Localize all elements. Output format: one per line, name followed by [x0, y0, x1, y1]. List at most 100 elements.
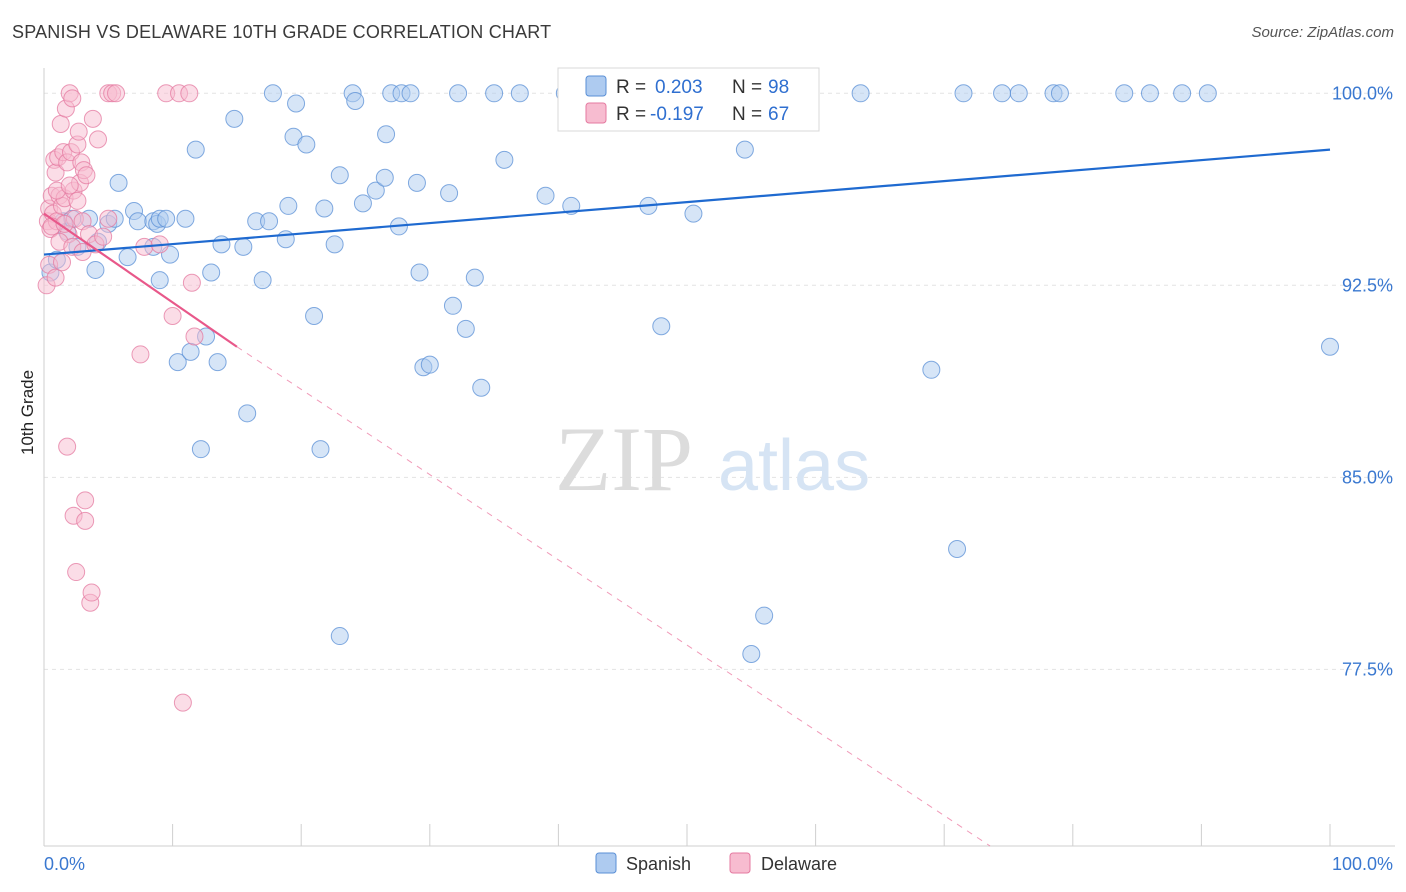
trend-lines — [43, 148, 1331, 847]
point-spanish — [1173, 84, 1192, 103]
point-delaware — [60, 176, 79, 195]
legend-r-value: -0.197 — [650, 104, 704, 125]
point-delaware — [94, 227, 113, 246]
point-spanish — [420, 355, 439, 374]
trend-line-spanish — [43, 148, 1331, 256]
point-spanish — [366, 181, 385, 200]
point-spanish — [353, 194, 372, 213]
point-delaware — [76, 491, 95, 510]
y-tick-label: 100.0% — [1332, 83, 1393, 103]
point-spanish — [375, 168, 394, 187]
point-spanish — [260, 212, 279, 231]
legend-n-label: N = — [732, 104, 762, 125]
point-spanish — [851, 84, 870, 103]
point-spanish — [922, 360, 941, 379]
bottom-legend-delaware: Delaware — [761, 854, 837, 874]
point-spanish — [168, 353, 187, 372]
point-spanish — [485, 84, 504, 103]
point-spanish — [186, 140, 205, 159]
point-spanish — [1321, 337, 1339, 356]
source-label: Source: ZipAtlas.com — [1251, 24, 1394, 41]
legend-r-value: 0.203 — [655, 77, 703, 98]
point-spanish — [279, 196, 298, 215]
point-delaware — [51, 115, 70, 134]
watermark-zip: ZIP — [555, 408, 693, 510]
point-spanish — [330, 627, 349, 646]
point-spanish — [377, 125, 396, 144]
point-spanish — [225, 109, 244, 128]
point-spanish — [410, 263, 429, 282]
point-delaware — [76, 511, 95, 530]
data-points — [37, 84, 1339, 712]
legend-swatch-delaware — [585, 102, 607, 124]
point-spanish — [191, 440, 210, 459]
chart-title: SPANISH VS DELAWARE 10TH GRADE CORRELATI… — [12, 22, 552, 42]
point-spanish — [305, 307, 324, 326]
y-tick-label: 77.5% — [1342, 659, 1393, 679]
point-spanish — [472, 378, 491, 397]
point-spanish — [735, 140, 754, 159]
point-spanish — [495, 150, 514, 169]
point-spanish — [150, 271, 169, 290]
point-spanish — [263, 84, 282, 103]
point-spanish — [109, 173, 128, 192]
point-delaware — [131, 345, 150, 364]
point-delaware — [185, 327, 204, 346]
point-spanish — [948, 540, 967, 559]
point-spanish — [325, 235, 344, 254]
point-spanish — [954, 84, 973, 103]
point-spanish — [440, 184, 459, 203]
point-spanish — [315, 199, 334, 218]
point-spanish — [443, 296, 462, 315]
legend-n-label: N = — [732, 77, 762, 98]
point-spanish — [128, 212, 147, 231]
point-delaware — [83, 109, 102, 128]
point-spanish — [684, 204, 703, 223]
point-spanish — [652, 317, 671, 336]
point-spanish — [1115, 84, 1134, 103]
x-tick-label: 0.0% — [44, 854, 85, 874]
point-spanish — [1140, 84, 1159, 103]
point-delaware — [99, 209, 118, 228]
point-spanish — [536, 186, 555, 205]
bottom-legend: Spanish Delaware — [595, 852, 837, 874]
bottom-legend-swatch-delaware — [729, 852, 751, 874]
watermark: ZIP atlas — [555, 408, 870, 510]
y-tick-label: 85.0% — [1342, 467, 1393, 487]
legend: R = 0.203 N = 98 R = -0.197 N = 67 — [557, 67, 820, 132]
point-spanish — [86, 260, 105, 279]
gridlines — [44, 92, 1395, 670]
point-spanish — [234, 237, 253, 256]
point-spanish — [1198, 84, 1217, 103]
point-delaware — [68, 191, 87, 210]
point-spanish — [208, 353, 227, 372]
tick-labels: 100.0% 92.5% 85.0% 77.5% 0.0% 100.0% — [44, 83, 1393, 874]
point-spanish — [401, 84, 420, 103]
trend-line-delaware — [43, 212, 238, 348]
point-delaware — [46, 268, 65, 287]
point-spanish — [118, 248, 137, 267]
point-delaware — [163, 307, 182, 326]
point-delaware — [182, 273, 201, 292]
legend-n-value: 67 — [768, 104, 789, 125]
point-spanish — [253, 271, 272, 290]
point-spanish — [1050, 84, 1069, 103]
x-tick-label: 100.0% — [1332, 854, 1393, 874]
point-spanish — [449, 84, 468, 103]
point-delaware — [77, 166, 96, 185]
point-spanish — [993, 84, 1012, 103]
point-delaware — [67, 563, 86, 582]
point-spanish — [510, 84, 529, 103]
point-spanish — [157, 209, 176, 228]
point-spanish — [238, 404, 257, 423]
point-delaware — [82, 583, 101, 602]
point-spanish — [465, 268, 484, 287]
y-tick-label: 92.5% — [1342, 275, 1393, 295]
point-spanish — [202, 263, 221, 282]
legend-r-label: R = — [616, 104, 646, 125]
legend-swatch-spanish — [585, 75, 607, 97]
point-spanish — [346, 91, 365, 110]
point-delaware — [173, 693, 192, 712]
point-delaware — [55, 214, 74, 233]
